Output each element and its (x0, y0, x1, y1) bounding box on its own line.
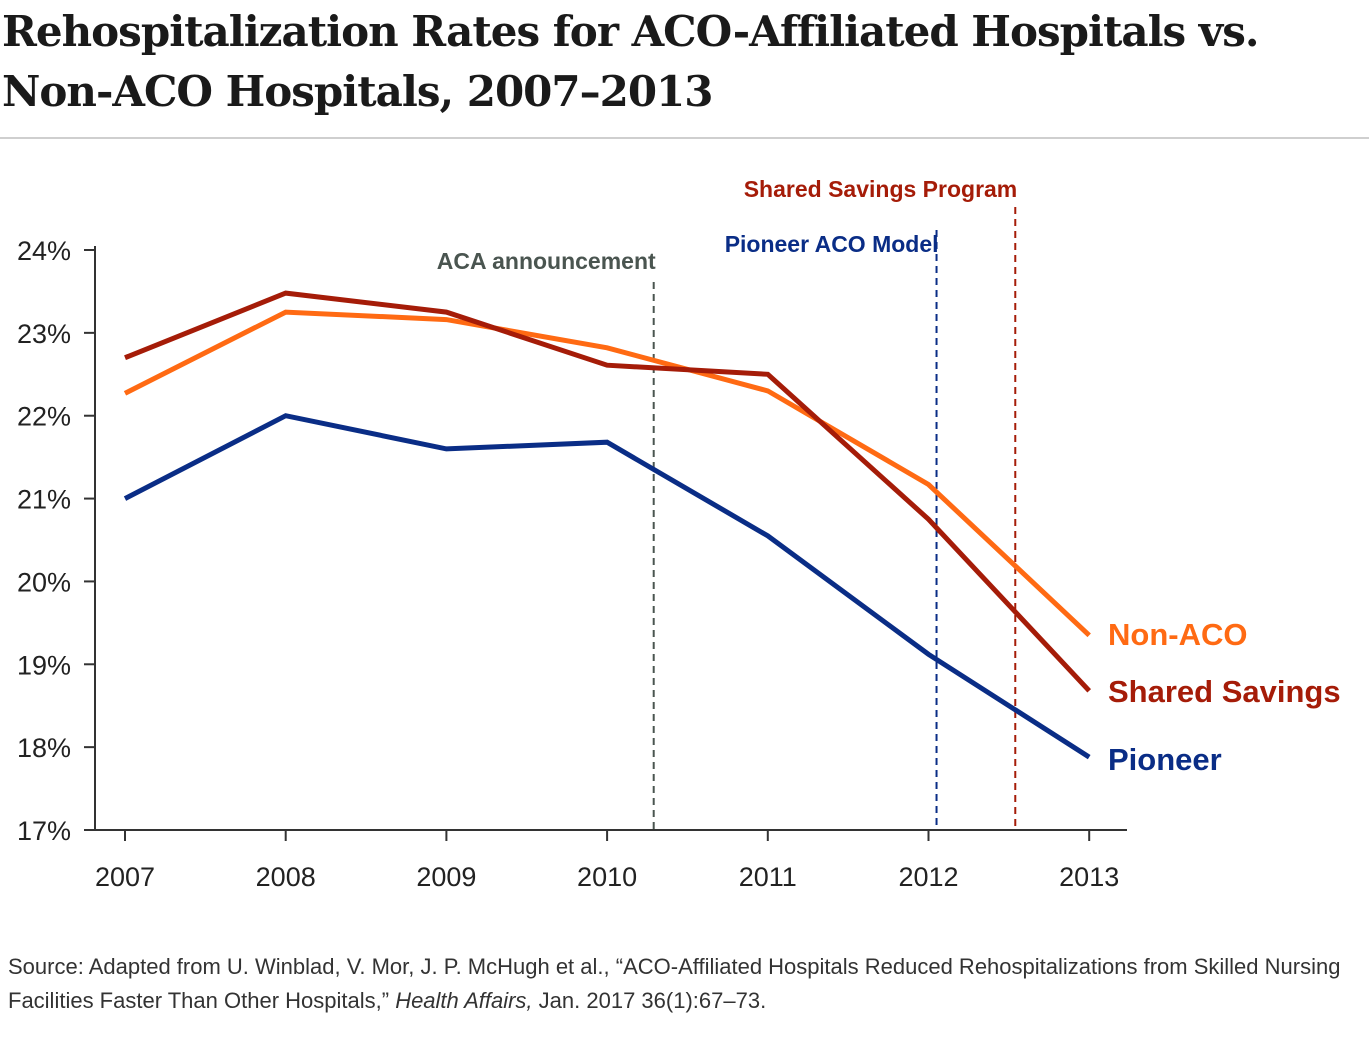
x-tick-label: 2010 (577, 862, 637, 892)
series-line (124, 290, 1092, 693)
title-divider (0, 137, 1369, 139)
y-tick-label: 21% (17, 485, 71, 515)
series-label: Pioneer (1108, 742, 1222, 777)
y-tick-label: 19% (17, 650, 71, 680)
x-tick-label: 2009 (416, 862, 476, 892)
source-suffix: Jan. 2017 36(1):67–73. (538, 988, 767, 1013)
source-note: Source: Adapted from U. Winblad, V. Mor,… (8, 950, 1358, 1018)
series-label: Non-ACO (1108, 617, 1247, 652)
source-prefix: Source: Adapted from U. Winblad, V. Mor,… (8, 954, 1341, 1013)
annotation-label: Shared Savings Program (744, 176, 1018, 202)
series-label: Shared Savings (1108, 674, 1341, 709)
series-labels: Non-ACO Shared Savings Pioneer (1108, 617, 1341, 777)
y-tick-label: 22% (17, 402, 71, 432)
series-line (123, 309, 1091, 638)
annotation-label: ACA announcement (437, 248, 656, 274)
axes: 17% 18% 19% 20% 21% 22% 23% 24% 2007 2008 2009 2010… (17, 236, 1127, 892)
x-tick-label: 2012 (898, 862, 958, 892)
series-line (123, 413, 1091, 760)
series-lines (123, 290, 1092, 760)
chart-title: Rehospitalization Rates for ACO-Affiliat… (2, 7, 1259, 116)
y-tick-label: 20% (17, 567, 71, 597)
y-tick-label: 24% (17, 236, 71, 266)
line-chart: 17% 18% 19% 20% 21% 22% 23% 24% 2007 2008 2009 2010… (17, 176, 1341, 892)
x-tick-label: 2007 (95, 862, 155, 892)
y-tick-label: 17% (17, 816, 71, 846)
y-tick-label: 18% (17, 733, 71, 763)
annotation-lines: ACA announcement Pioneer ACO Model Shared … (437, 176, 1018, 830)
x-tick-label: 2008 (256, 862, 316, 892)
annotation-label: Pioneer ACO Model (725, 231, 939, 257)
x-tick-label: 2011 (739, 862, 797, 892)
source-journal: Health Affairs, (395, 988, 533, 1013)
x-tick-label: 2013 (1059, 862, 1119, 892)
y-tick-label: 23% (17, 319, 71, 349)
